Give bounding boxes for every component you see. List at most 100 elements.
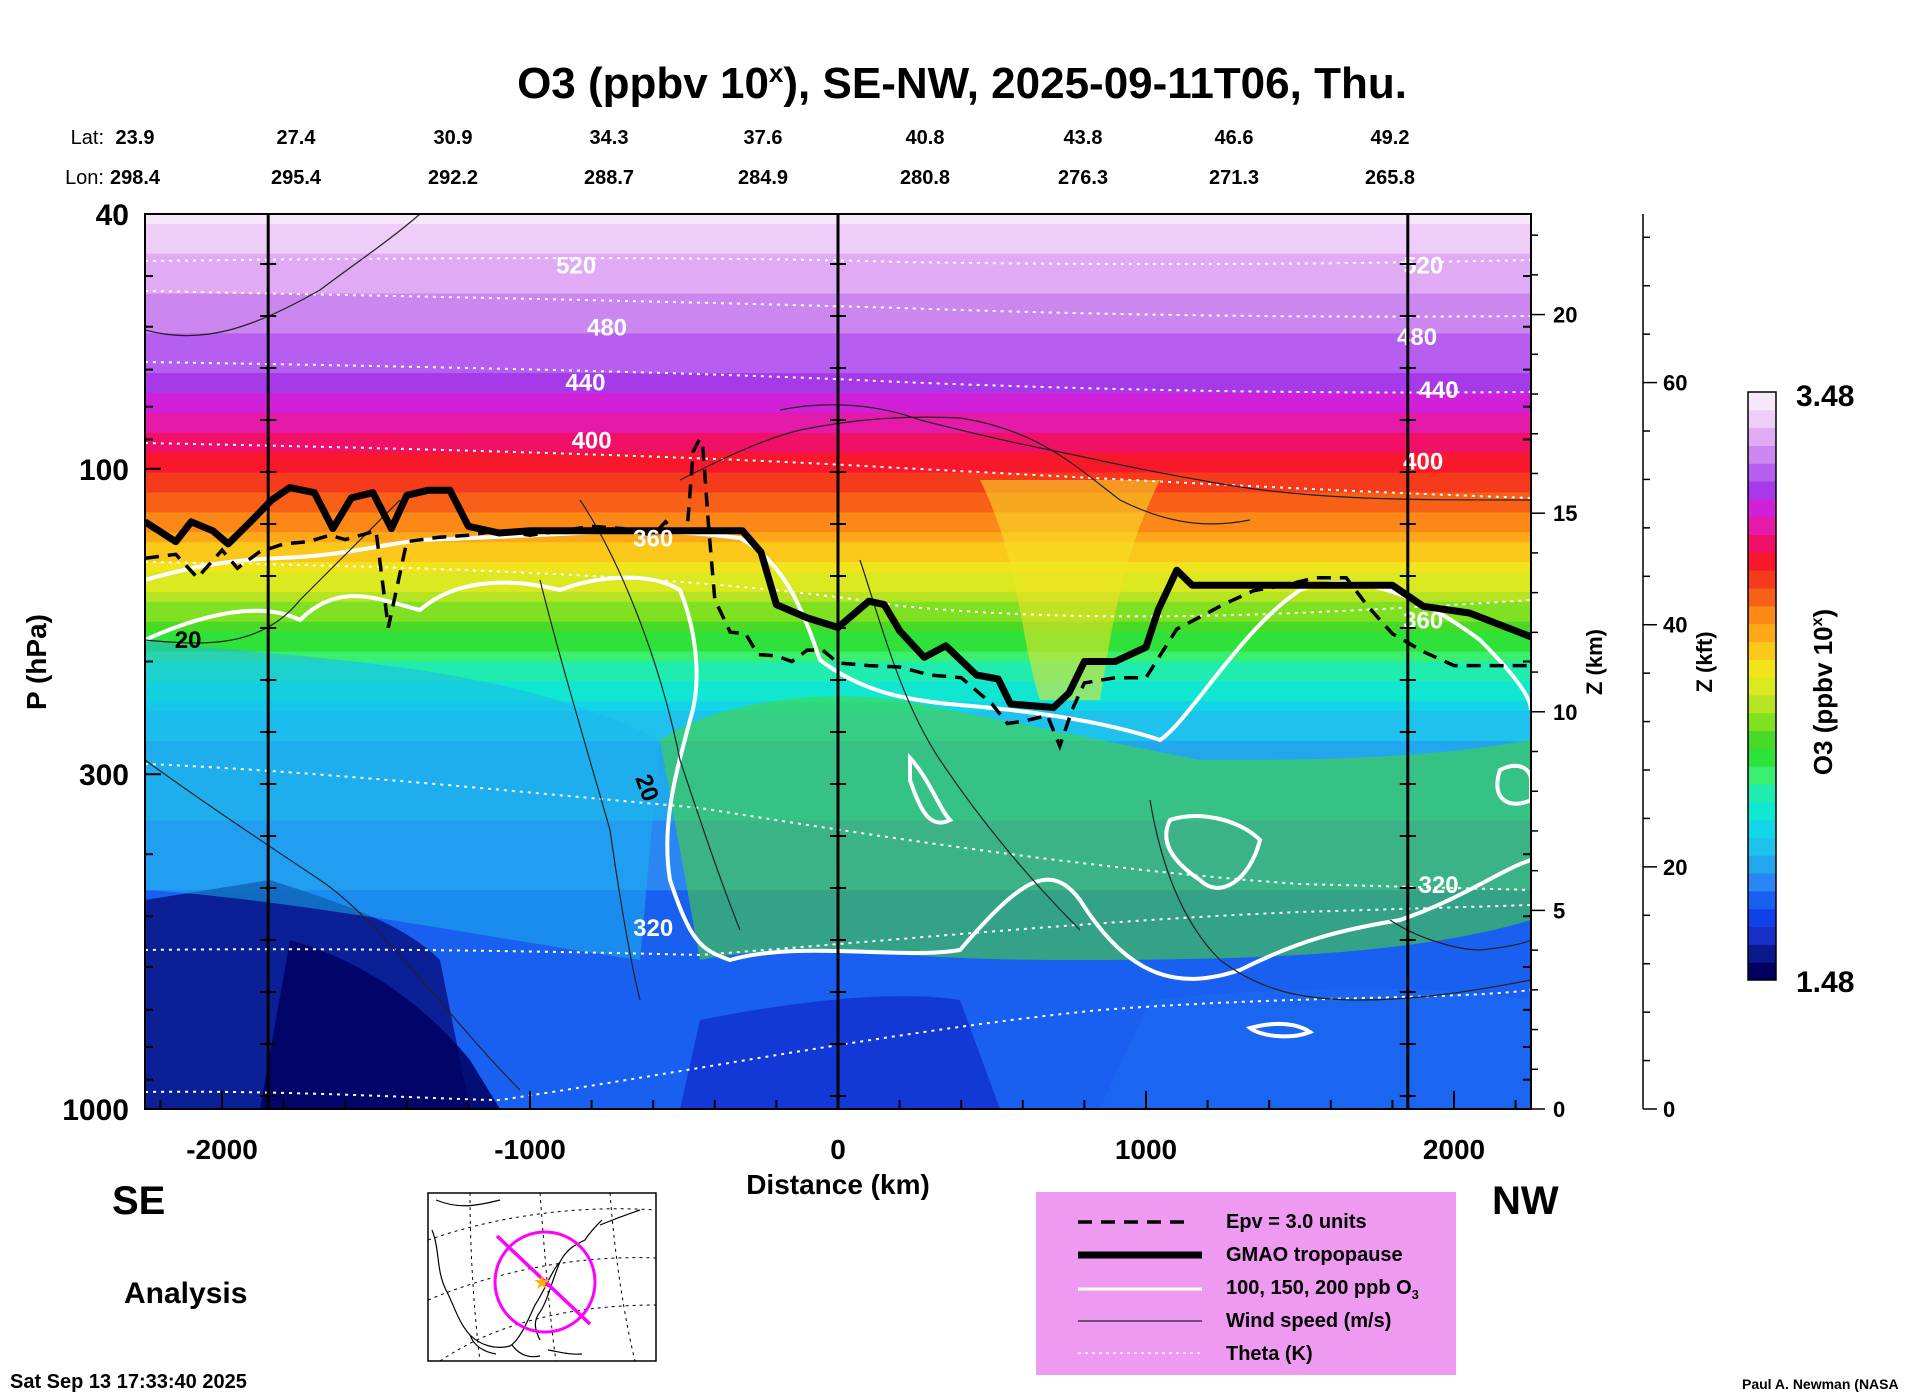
theta-480 bbox=[145, 290, 1531, 318]
z-km-axis-label: Z (km) bbox=[1582, 629, 1607, 695]
lon-value: 288.7 bbox=[584, 167, 634, 189]
legend-theta-label: Theta (K) bbox=[1226, 1343, 1313, 1365]
x-tick-label: 2000 bbox=[1423, 1134, 1485, 1165]
colorbar-swatch bbox=[1748, 463, 1776, 482]
colorbar-swatch bbox=[1748, 694, 1776, 714]
y-tick-label: 1000 bbox=[62, 1094, 129, 1127]
colorbar-swatch bbox=[1748, 392, 1776, 411]
theta-contour-label: 480 bbox=[587, 315, 627, 342]
colorbar-swatch bbox=[1748, 605, 1776, 625]
lon-value: 271.3 bbox=[1209, 167, 1259, 189]
colorbar-swatch bbox=[1748, 516, 1776, 536]
colorbar-swatch bbox=[1748, 534, 1776, 553]
y-tick-label: 100 bbox=[79, 454, 129, 487]
wind-contour-5 bbox=[679, 416, 1251, 525]
colorbar-swatch bbox=[1748, 784, 1776, 803]
lat-value: 43.8 bbox=[1064, 127, 1103, 149]
z-kft-axis-label: Z (kft) bbox=[1692, 631, 1717, 692]
colorbar-swatch bbox=[1748, 819, 1776, 838]
colorbar-swatch bbox=[1748, 570, 1776, 589]
z-km-tick-label: 5 bbox=[1553, 898, 1565, 923]
colorbar-swatch bbox=[1748, 623, 1776, 642]
lon-value: 280.8 bbox=[900, 167, 950, 189]
lon-value: 276.3 bbox=[1058, 167, 1108, 189]
o3-field-shallow-2 bbox=[260, 940, 500, 1109]
analysis-label: Analysis bbox=[124, 1277, 247, 1310]
theta-contour-label: 520 bbox=[1403, 253, 1443, 280]
theta-contour-label: 360 bbox=[1403, 608, 1443, 635]
colorbar-swatch bbox=[1748, 552, 1776, 571]
z-km-tick-label: 0 bbox=[1553, 1097, 1565, 1122]
wind-contour-1 bbox=[145, 499, 401, 644]
colorbar-swatch bbox=[1748, 908, 1776, 928]
colorbar bbox=[1747, 391, 1777, 981]
wind-contour-9 bbox=[1389, 919, 1531, 951]
theta-contour-label: 440 bbox=[565, 369, 605, 396]
wind-contour-6 bbox=[779, 404, 1531, 501]
lon-value: 265.8 bbox=[1365, 167, 1415, 189]
lat-label: Lat: bbox=[71, 127, 104, 149]
lat-value: 23.9 bbox=[116, 127, 155, 149]
colorbar-swatch bbox=[1748, 677, 1776, 696]
colorbar-swatch bbox=[1748, 944, 1776, 963]
lat-value: 46.6 bbox=[1215, 127, 1254, 149]
colorbar-swatch bbox=[1748, 926, 1776, 945]
colorbar-swatch bbox=[1748, 890, 1776, 910]
colorbar-swatch bbox=[1748, 801, 1776, 821]
o3-field-blue-lower bbox=[680, 996, 1000, 1109]
lon-value: 284.9 bbox=[738, 167, 788, 189]
z-kft-tick-label: 20 bbox=[1663, 855, 1687, 880]
y-tick-label: 40 bbox=[96, 199, 129, 232]
wind-contour-8 bbox=[1149, 799, 1531, 1001]
lat-value: 27.4 bbox=[277, 127, 317, 149]
wind-contour-label: 20 bbox=[175, 627, 202, 654]
legend: Epv = 3.0 units GMAO tropopause 100, 150… bbox=[1036, 1192, 1456, 1375]
lon-value: 295.4 bbox=[271, 167, 322, 189]
colorbar-label: O3 (ppbv 10x) bbox=[1808, 609, 1838, 775]
theta-contour-label: 360 bbox=[633, 525, 673, 552]
inset-map: ★ bbox=[427, 1192, 657, 1362]
theta-contour-label: 320 bbox=[633, 915, 673, 942]
y-axis-label: P (hPa) bbox=[21, 614, 52, 710]
x-tick-label: 1000 bbox=[1115, 1134, 1177, 1165]
theta-520 bbox=[145, 257, 1531, 266]
wind-contours bbox=[145, 214, 1531, 1091]
credit: Paul A. Newman (NASA bbox=[1742, 1376, 1899, 1392]
legend-tropopause-label: GMAO tropopause bbox=[1226, 1244, 1403, 1266]
lon-value: 292.2 bbox=[428, 167, 478, 189]
colorbar-swatch bbox=[1748, 641, 1776, 660]
legend-epv-label: Epv = 3.0 units bbox=[1226, 1211, 1367, 1233]
chart-title: O3 (ppbv 10x), SE-NW, 2025-09-11T06, Thu… bbox=[517, 58, 1407, 108]
x-tick-label: -1000 bbox=[494, 1134, 566, 1165]
o3-contour-150 bbox=[145, 575, 1531, 981]
colorbar-swatch bbox=[1748, 481, 1776, 500]
theta-440 bbox=[145, 361, 1531, 394]
wind-contour-10 bbox=[145, 759, 521, 1091]
lat-value: 40.8 bbox=[906, 127, 945, 149]
o3-contour-100 bbox=[908, 752, 1531, 1039]
o3-field-mid-tongue bbox=[980, 480, 1160, 700]
colorbar-swatch bbox=[1748, 588, 1776, 607]
colorbar-swatch bbox=[1748, 748, 1776, 767]
theta-contour-label: 520 bbox=[556, 253, 596, 280]
theta-contour-label: 400 bbox=[572, 427, 612, 454]
timestamp: Sat Sep 13 17:33:40 2025 bbox=[10, 1371, 247, 1393]
theta-contour-label: 480 bbox=[1397, 324, 1437, 351]
epv-line-group bbox=[145, 436, 1531, 751]
z-km-tick-label: 10 bbox=[1553, 700, 1577, 725]
o3-field-cyan-left bbox=[145, 640, 660, 960]
colorbar-swatch bbox=[1748, 873, 1776, 892]
tropopause-line-group bbox=[145, 484, 1531, 711]
z-km-tick-label: 20 bbox=[1553, 303, 1577, 328]
wind-contour-3 bbox=[539, 579, 641, 1001]
epv-line bbox=[145, 436, 1531, 751]
y-tick-label: 300 bbox=[79, 759, 129, 792]
colorbar-swatch bbox=[1748, 962, 1776, 981]
wind-contour-4 bbox=[579, 499, 741, 931]
colorbar-frame bbox=[1747, 391, 1777, 981]
theta-400 bbox=[145, 442, 1531, 499]
colorbar-max-label: 3.48 bbox=[1796, 380, 1854, 413]
theta-contour-label: 400 bbox=[1403, 448, 1443, 475]
lat-value: 30.9 bbox=[434, 127, 473, 149]
